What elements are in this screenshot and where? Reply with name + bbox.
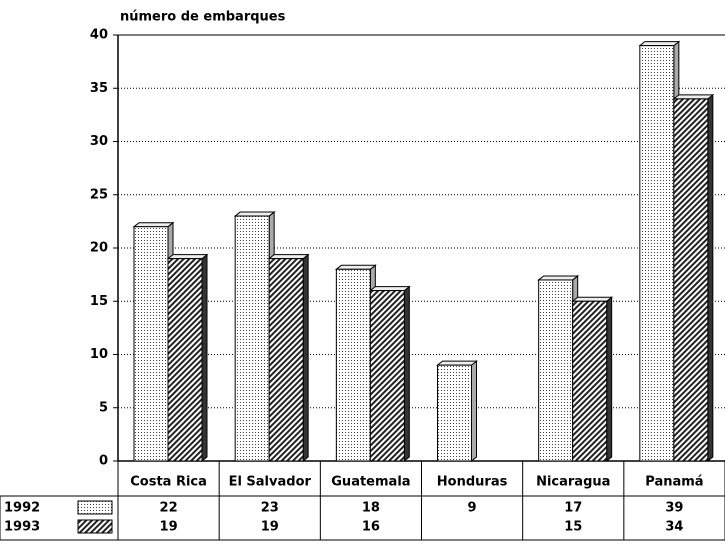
table-value: 15 <box>564 520 582 535</box>
bar-top <box>571 296 614 302</box>
y-tick-label: 35 <box>90 81 108 96</box>
x-tick-label: Honduras <box>437 475 508 490</box>
table-value: 34 <box>665 520 683 535</box>
y-tick-label: 25 <box>90 187 108 202</box>
bar-side <box>707 93 714 463</box>
bar <box>234 215 270 462</box>
table-value: 22 <box>160 501 178 516</box>
bar-top <box>436 360 478 366</box>
bar-top <box>132 222 175 228</box>
x-tick-label: Nicaragua <box>536 475 610 490</box>
bar-side <box>403 285 410 463</box>
table-value: 17 <box>564 501 582 516</box>
table-value: 19 <box>160 520 178 535</box>
table-value: 9 <box>468 501 477 516</box>
bar-top <box>672 94 715 100</box>
bar <box>268 258 304 462</box>
bar-top <box>166 254 209 260</box>
bar-side <box>471 360 477 463</box>
bar <box>572 300 608 462</box>
bar <box>437 364 472 462</box>
legend-swatch <box>77 519 113 534</box>
bar-top <box>233 211 276 217</box>
bar <box>538 279 574 462</box>
bar-top <box>638 41 681 47</box>
x-tick-label: Guatemala <box>331 475 410 490</box>
y-tick-label: 30 <box>90 134 108 149</box>
bar-top <box>537 275 580 281</box>
bar <box>167 258 203 462</box>
table-value: 23 <box>261 501 279 516</box>
y-tick-label: 15 <box>90 294 108 309</box>
table-value: 19 <box>261 520 279 535</box>
y-tick-label: 10 <box>90 347 108 362</box>
legend-label: 1993 <box>4 520 40 535</box>
bar-top <box>368 286 411 292</box>
bar-side <box>302 253 309 463</box>
table-value: 39 <box>665 501 683 516</box>
bar-top <box>334 264 377 270</box>
bar-side <box>606 296 613 463</box>
bar <box>673 98 709 462</box>
y-tick-label: 20 <box>90 241 108 256</box>
bar-top <box>267 254 310 260</box>
table-value: 18 <box>362 501 380 516</box>
y-tick-label: 40 <box>90 28 108 43</box>
legend-label: 1992 <box>4 501 40 516</box>
y-tick-label: 0 <box>99 454 108 469</box>
legend-swatch <box>77 500 113 515</box>
bar <box>369 290 405 462</box>
bar-side <box>201 253 208 463</box>
y-tick-label: 5 <box>99 400 108 415</box>
table-value: 16 <box>362 520 380 535</box>
x-tick-label: Costa Rica <box>130 475 207 490</box>
x-tick-label: El Salvador <box>229 475 312 490</box>
bar <box>133 226 169 462</box>
bar <box>639 45 675 462</box>
bar <box>335 268 371 462</box>
y-axis-label: número de embarques <box>120 10 286 25</box>
x-tick-label: Panamá <box>645 475 703 490</box>
